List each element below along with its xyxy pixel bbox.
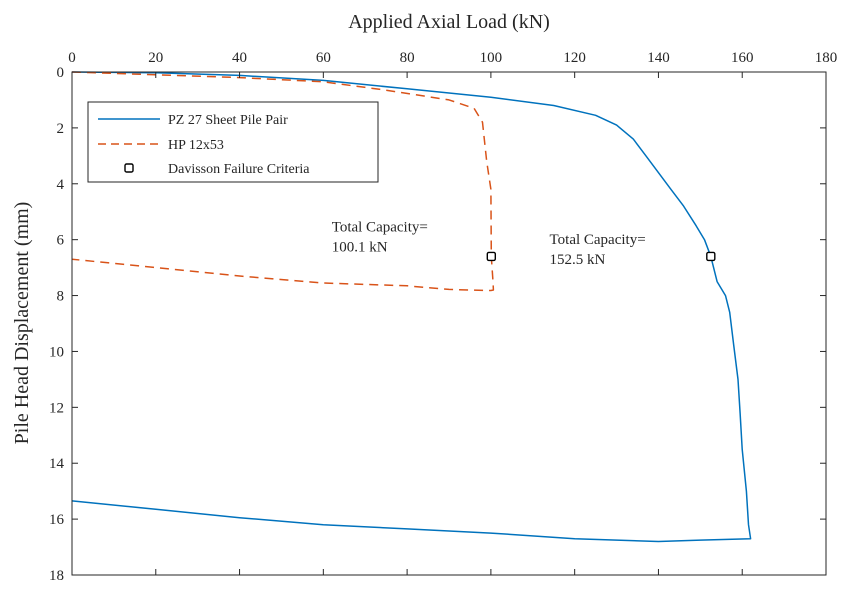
capacity-annotation-line: Total Capacity= — [332, 219, 428, 235]
capacity-annotation: Total Capacity= 100.1 kN — [332, 219, 428, 255]
y-tick-label: 10 — [49, 344, 64, 360]
x-tick-label: 20 — [148, 50, 163, 66]
annotations-group: Total Capacity= 100.1 kN Total Capacity= 15… — [332, 219, 646, 268]
x-tick-label: 140 — [647, 50, 670, 66]
davisson-marker — [706, 251, 716, 262]
x-tick-label: 160 — [731, 50, 754, 66]
x-tick-label: 100 — [480, 50, 503, 66]
series-group — [71, 71, 752, 543]
y-tick-label: 16 — [49, 512, 65, 528]
y-tick-label: 18 — [49, 568, 64, 584]
axes-box — [71, 71, 827, 576]
series-line-pz27 — [71, 71, 752, 543]
legend-box — [87, 101, 379, 183]
capacity-annotation-line: Total Capacity= — [550, 232, 646, 248]
capacity-annotation: Total Capacity= 152.5 kN — [550, 232, 646, 268]
axes-group — [71, 71, 827, 576]
y-tick-label: 6 — [57, 233, 65, 249]
x-tick-label: 120 — [563, 50, 586, 66]
series-line-hp12x53 — [71, 71, 495, 292]
y-tick-label: 8 — [57, 289, 65, 305]
legend-label-hp12x53: HP 12x53 — [168, 138, 224, 153]
legend: PZ 27 Sheet Pile Pair HP 12x53 Davisson … — [87, 101, 379, 183]
y-tick-label: 0 — [57, 65, 65, 81]
y-tick-label: 4 — [57, 177, 65, 193]
x-tick-label: 0 — [68, 50, 76, 66]
x-tick-label: 40 — [232, 50, 247, 66]
capacity-annotation-line: 100.1 kN — [332, 239, 388, 255]
legend-label-pz27: PZ 27 Sheet Pile Pair — [168, 113, 288, 128]
x-tick-label: 80 — [400, 50, 415, 66]
x-tick-label: 60 — [316, 50, 331, 66]
y-tick-label: 12 — [49, 400, 64, 416]
legend-marker-davisson — [124, 163, 134, 173]
x-axis-title: Applied Axial Load (kN) — [348, 11, 550, 33]
ticks-group: 0 20 40 60 80 100 120 140 160 180 0 2 4 6 8 10 12 14 16 18 — [49, 50, 837, 584]
x-tick-label: 180 — [815, 50, 838, 66]
y-axis-title: Pile Head Displacement (mm) — [11, 202, 33, 445]
davisson-marker — [486, 251, 497, 262]
legend-label-davisson: Davisson Failure Criteria — [168, 162, 310, 177]
y-tick-label: 14 — [49, 456, 65, 472]
y-tick-label: 2 — [57, 121, 65, 137]
capacity-annotation-line: 152.5 kN — [550, 252, 606, 268]
